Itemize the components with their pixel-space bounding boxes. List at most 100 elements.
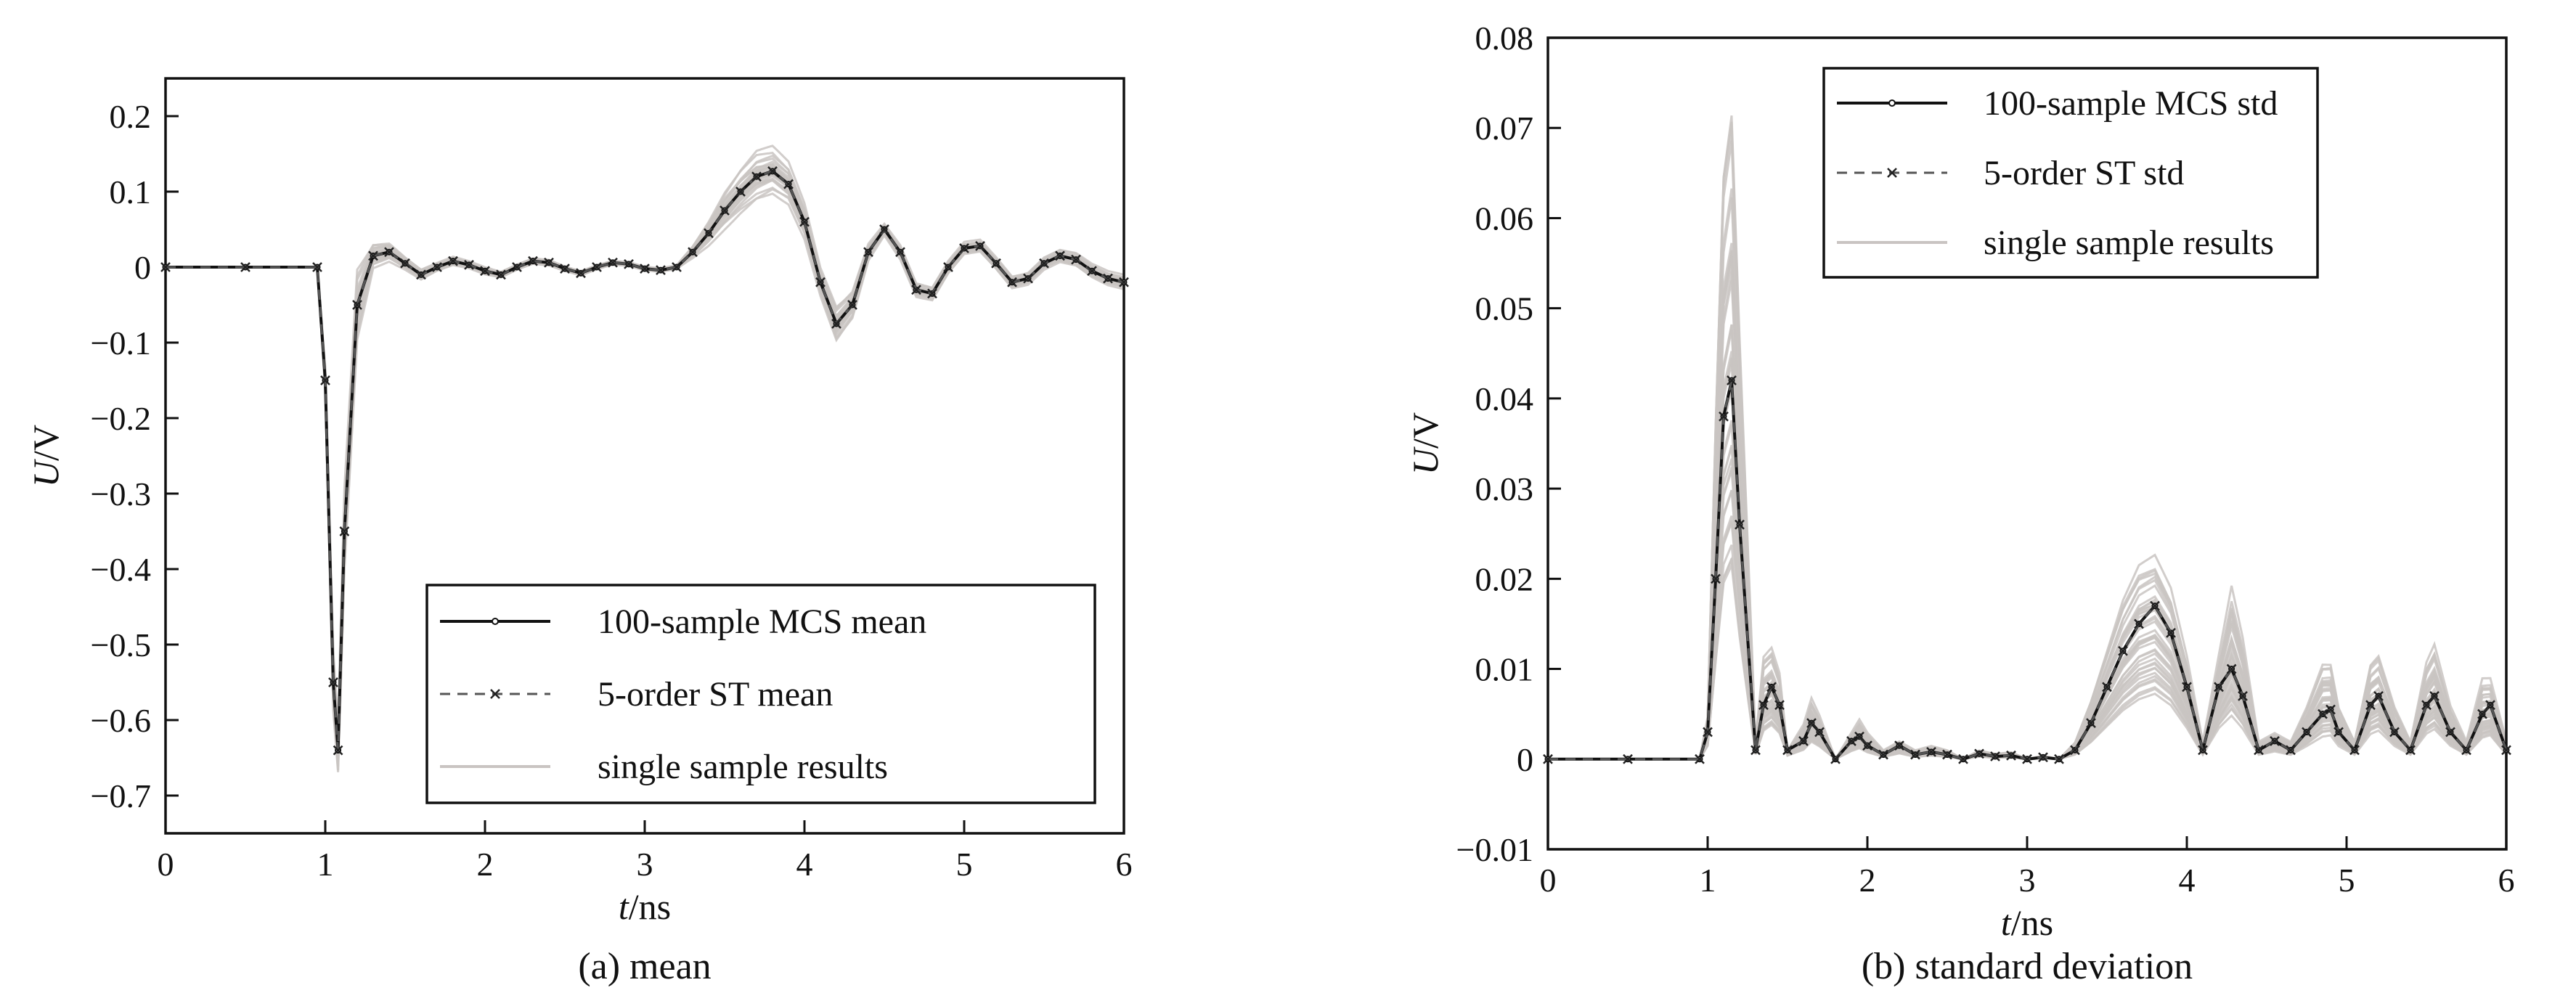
series-point-st: [2302, 727, 2312, 738]
legend-label: 100-sample MCS std: [1984, 84, 2278, 123]
series-point-st: [1830, 753, 1841, 764]
series-point-st: [160, 262, 171, 272]
y-tick-label: 0.01: [1475, 651, 1534, 688]
panel-caption: (b) standard deviation: [1862, 946, 2193, 987]
y-tick-label: 0: [134, 249, 151, 286]
series-point-st: [2086, 718, 2096, 728]
y-tick-label: 0.06: [1475, 200, 1534, 237]
series-point-st: [416, 269, 426, 280]
series-point-st: [1055, 250, 1065, 261]
series-point-st: [464, 259, 474, 270]
series-point-st: [1910, 749, 1920, 760]
series-point-st: [1735, 519, 1745, 530]
series-point-st: [1798, 736, 1809, 746]
series-point-st: [1942, 749, 1952, 760]
series-point-st: [328, 677, 338, 687]
y-tick-label: 0.1: [110, 173, 152, 211]
series-point-st: [624, 258, 634, 269]
series-point-st: [1023, 273, 1033, 284]
single-sample-trace: [1548, 242, 2508, 761]
y-tick-label: −0.4: [91, 551, 151, 588]
single-sample-trace: [1548, 256, 2508, 761]
y-tick-label: 0.04: [1475, 380, 1534, 417]
series-point-st: [339, 526, 350, 536]
series-point-st: [1703, 727, 1713, 738]
series-point-st: [927, 288, 937, 299]
series-point-st: [1103, 273, 1113, 284]
y-tick-label: −0.7: [91, 777, 151, 814]
y-tick-label: 0.07: [1475, 110, 1534, 147]
x-tick-label: 5: [2339, 862, 2355, 899]
single-sample-trace: [1548, 324, 2508, 761]
series-point-st: [2326, 704, 2336, 715]
series-point-st: [959, 243, 969, 253]
series-point-st: [2118, 645, 2128, 656]
series-point-st: [2349, 745, 2360, 756]
series-point-st: [1119, 277, 1129, 287]
series-point-st: [2198, 745, 2208, 756]
legend-marker-st: [1887, 168, 1897, 178]
x-tick-label: 6: [1116, 846, 1133, 883]
x-tick-label: 5: [956, 846, 973, 883]
x-tick-label: 3: [637, 846, 653, 883]
series-point-st: [2166, 627, 2176, 638]
series-point-st: [368, 250, 378, 261]
series-point-st: [1878, 749, 1888, 760]
series-point-st: [352, 300, 362, 310]
panel-caption: (a) mean: [578, 946, 711, 987]
series-point-st: [2022, 753, 2032, 764]
legend: 100-sample MCS mean 5-order ST mean single…: [425, 584, 1096, 804]
series-point-st: [2038, 752, 2048, 763]
single-sample-trace: [1548, 261, 2508, 761]
series-point-st: [320, 375, 330, 385]
legend-marker-st: [490, 689, 500, 699]
series-point-st: [767, 166, 778, 176]
single-sample-trace: [1548, 324, 2508, 761]
legend-marker-mcs: [492, 618, 499, 625]
series-point-st: [1758, 700, 1769, 711]
series-point-st: [991, 258, 1001, 269]
series-point-st: [2102, 682, 2112, 692]
x-tick-label: 6: [2498, 862, 2515, 899]
series-point-st: [2461, 745, 2471, 756]
series-point-st: [480, 266, 490, 277]
series-point-st: [1846, 736, 1856, 746]
series-point-st: [1814, 727, 1825, 738]
series-point-st: [1854, 731, 1864, 742]
series-point-st: [448, 256, 458, 266]
series-point-st: [608, 257, 618, 268]
series-point-st: [1719, 411, 1729, 422]
series-point-st: [1806, 718, 1817, 728]
single-sample-trace: [1548, 329, 2508, 761]
series-point-st: [544, 257, 554, 268]
series-point-st: [1695, 753, 1705, 764]
series-point-st: [2389, 727, 2400, 738]
series-point-st: [384, 247, 394, 258]
series-point-st: [975, 240, 985, 251]
legend-label: single sample results: [1984, 224, 2274, 262]
y-tick-label: −0.2: [91, 400, 151, 437]
y-tick-label: 0: [1517, 741, 1533, 778]
legend-label: single sample results: [598, 748, 888, 786]
series-point-st: [1782, 745, 1793, 756]
series-point-st: [2150, 600, 2160, 611]
series-point-st: [2270, 736, 2280, 746]
series-point-st: [496, 269, 506, 280]
y-tick-label: 0.2: [110, 98, 152, 135]
series-point-st: [2501, 745, 2511, 756]
series-point-st: [847, 300, 857, 310]
x-tick-label: 4: [796, 846, 813, 883]
series-point-st: [333, 745, 343, 756]
y-tick-label: 0.02: [1475, 560, 1534, 597]
single-sample-trace: [1548, 351, 2508, 761]
series-point-st: [1007, 277, 1017, 287]
series-point-st: [2318, 708, 2328, 719]
series-point-st: [815, 277, 826, 287]
series-point-st: [1750, 745, 1761, 756]
series-point-st: [2334, 727, 2344, 738]
x-tick-label: 0: [1540, 862, 1557, 899]
series-point-st: [592, 262, 602, 272]
series-point-st: [879, 224, 889, 234]
series-point-st: [672, 262, 682, 272]
series-point-st: [640, 263, 650, 274]
